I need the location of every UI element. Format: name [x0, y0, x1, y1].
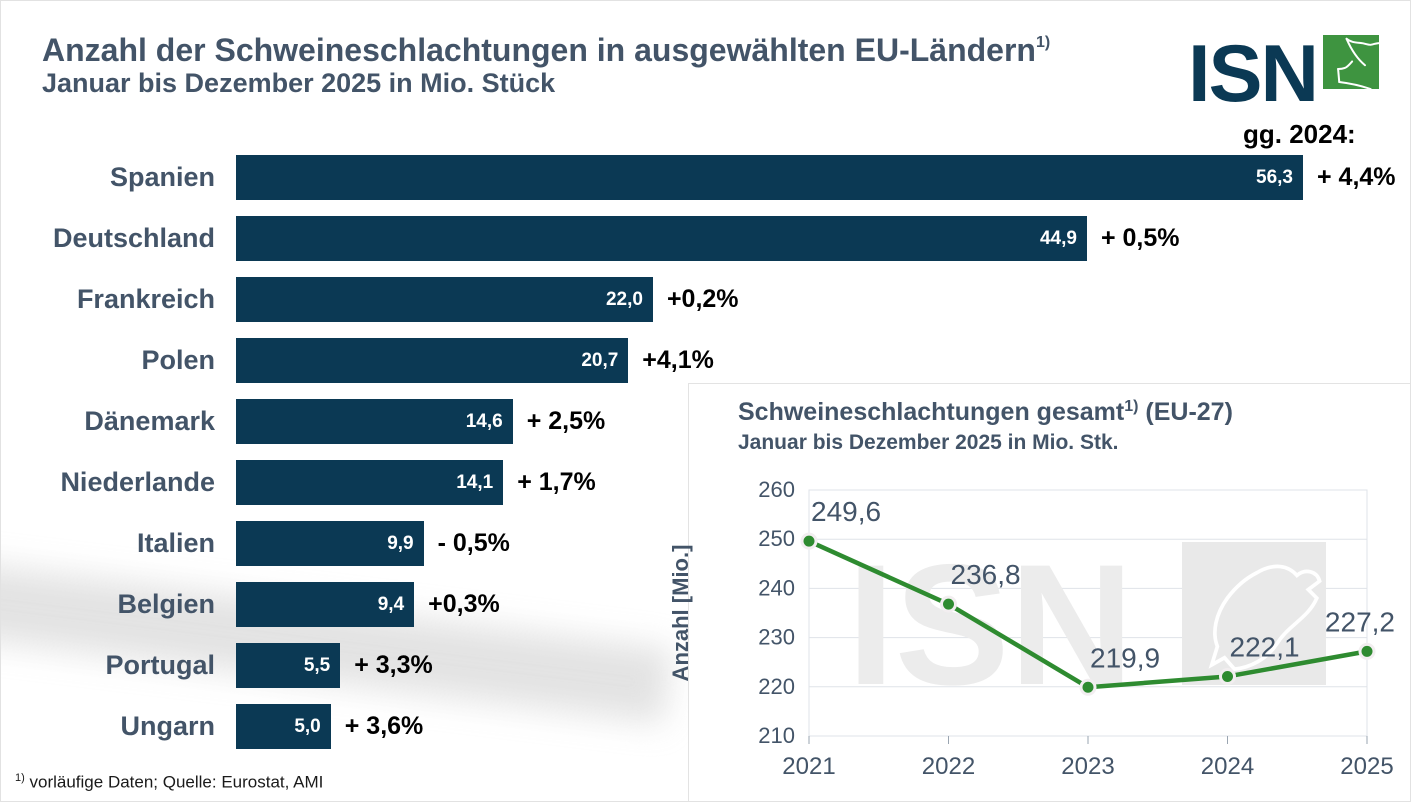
svg-text:230: 230: [758, 625, 795, 650]
svg-text:260: 260: [758, 477, 795, 502]
svg-text:210: 210: [758, 723, 795, 748]
svg-text:220: 220: [758, 674, 795, 699]
svg-text:2021: 2021: [782, 753, 835, 780]
svg-text:222,1: 222,1: [1230, 631, 1300, 662]
svg-text:236,8: 236,8: [951, 559, 1021, 590]
svg-text:250: 250: [758, 526, 795, 551]
svg-text:2024: 2024: [1201, 753, 1254, 780]
svg-text:2022: 2022: [922, 753, 975, 780]
svg-text:219,9: 219,9: [1090, 642, 1160, 673]
svg-text:227,2: 227,2: [1325, 606, 1395, 637]
svg-text:249,6: 249,6: [811, 496, 881, 527]
svg-text:240: 240: [758, 575, 795, 600]
svg-text:2025: 2025: [1340, 753, 1393, 780]
svg-text:2023: 2023: [1061, 753, 1114, 780]
